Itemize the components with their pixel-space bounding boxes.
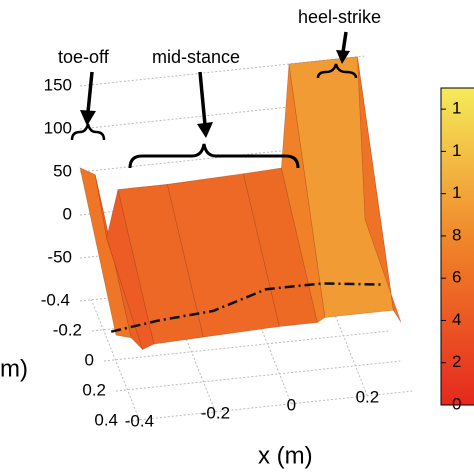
z-tick-label: 150 bbox=[44, 75, 72, 94]
surface bbox=[79, 56, 402, 350]
x-tick-label: -0.2 bbox=[201, 403, 230, 422]
trace-line bbox=[110, 282, 382, 333]
y-tick-label: 0.2 bbox=[82, 380, 106, 399]
x-tick-label: -0.4 bbox=[125, 411, 154, 430]
x-tick-label: 0 bbox=[287, 395, 296, 414]
y-tick-label: 0 bbox=[85, 350, 94, 369]
colorbar-tick-label: 0 bbox=[452, 394, 461, 413]
y-tick-label: 0.4 bbox=[94, 410, 118, 429]
y-axis-label: m) bbox=[0, 355, 28, 382]
colorbar-tick-label: 1 bbox=[452, 99, 461, 118]
z-tick-label: 100 bbox=[44, 118, 72, 137]
y-tick-label: -0.4 bbox=[41, 290, 70, 309]
colorbar-tick-label: 6 bbox=[452, 268, 461, 287]
z-tick-label: 50 bbox=[53, 161, 72, 180]
annotation: mid-stance bbox=[152, 47, 240, 67]
colorbar-tick-label: 2 bbox=[452, 352, 461, 371]
colorbar-tick-label: 4 bbox=[452, 310, 461, 329]
grid-line bbox=[90, 299, 140, 420]
arrowheads bbox=[80, 50, 350, 138]
grid-line bbox=[166, 291, 216, 412]
z-tick-label: 0 bbox=[63, 204, 72, 223]
colorbar-tick-label: 1 bbox=[452, 183, 461, 202]
x-axis-label: x (m) bbox=[258, 442, 313, 469]
y-tick-label: -0.2 bbox=[53, 320, 82, 339]
surface-patch bbox=[357, 56, 402, 323]
x-tick-label: 0.2 bbox=[356, 387, 380, 406]
colorbar bbox=[440, 87, 474, 406]
annotation: toe-off bbox=[58, 47, 110, 67]
annotation: heel-strike bbox=[298, 7, 381, 27]
z-tick-label: -50 bbox=[47, 247, 72, 266]
grid bbox=[79, 55, 414, 422]
colorbar-tick-label: 1 bbox=[452, 141, 461, 160]
colorbar-tick-label: 8 bbox=[452, 225, 461, 244]
